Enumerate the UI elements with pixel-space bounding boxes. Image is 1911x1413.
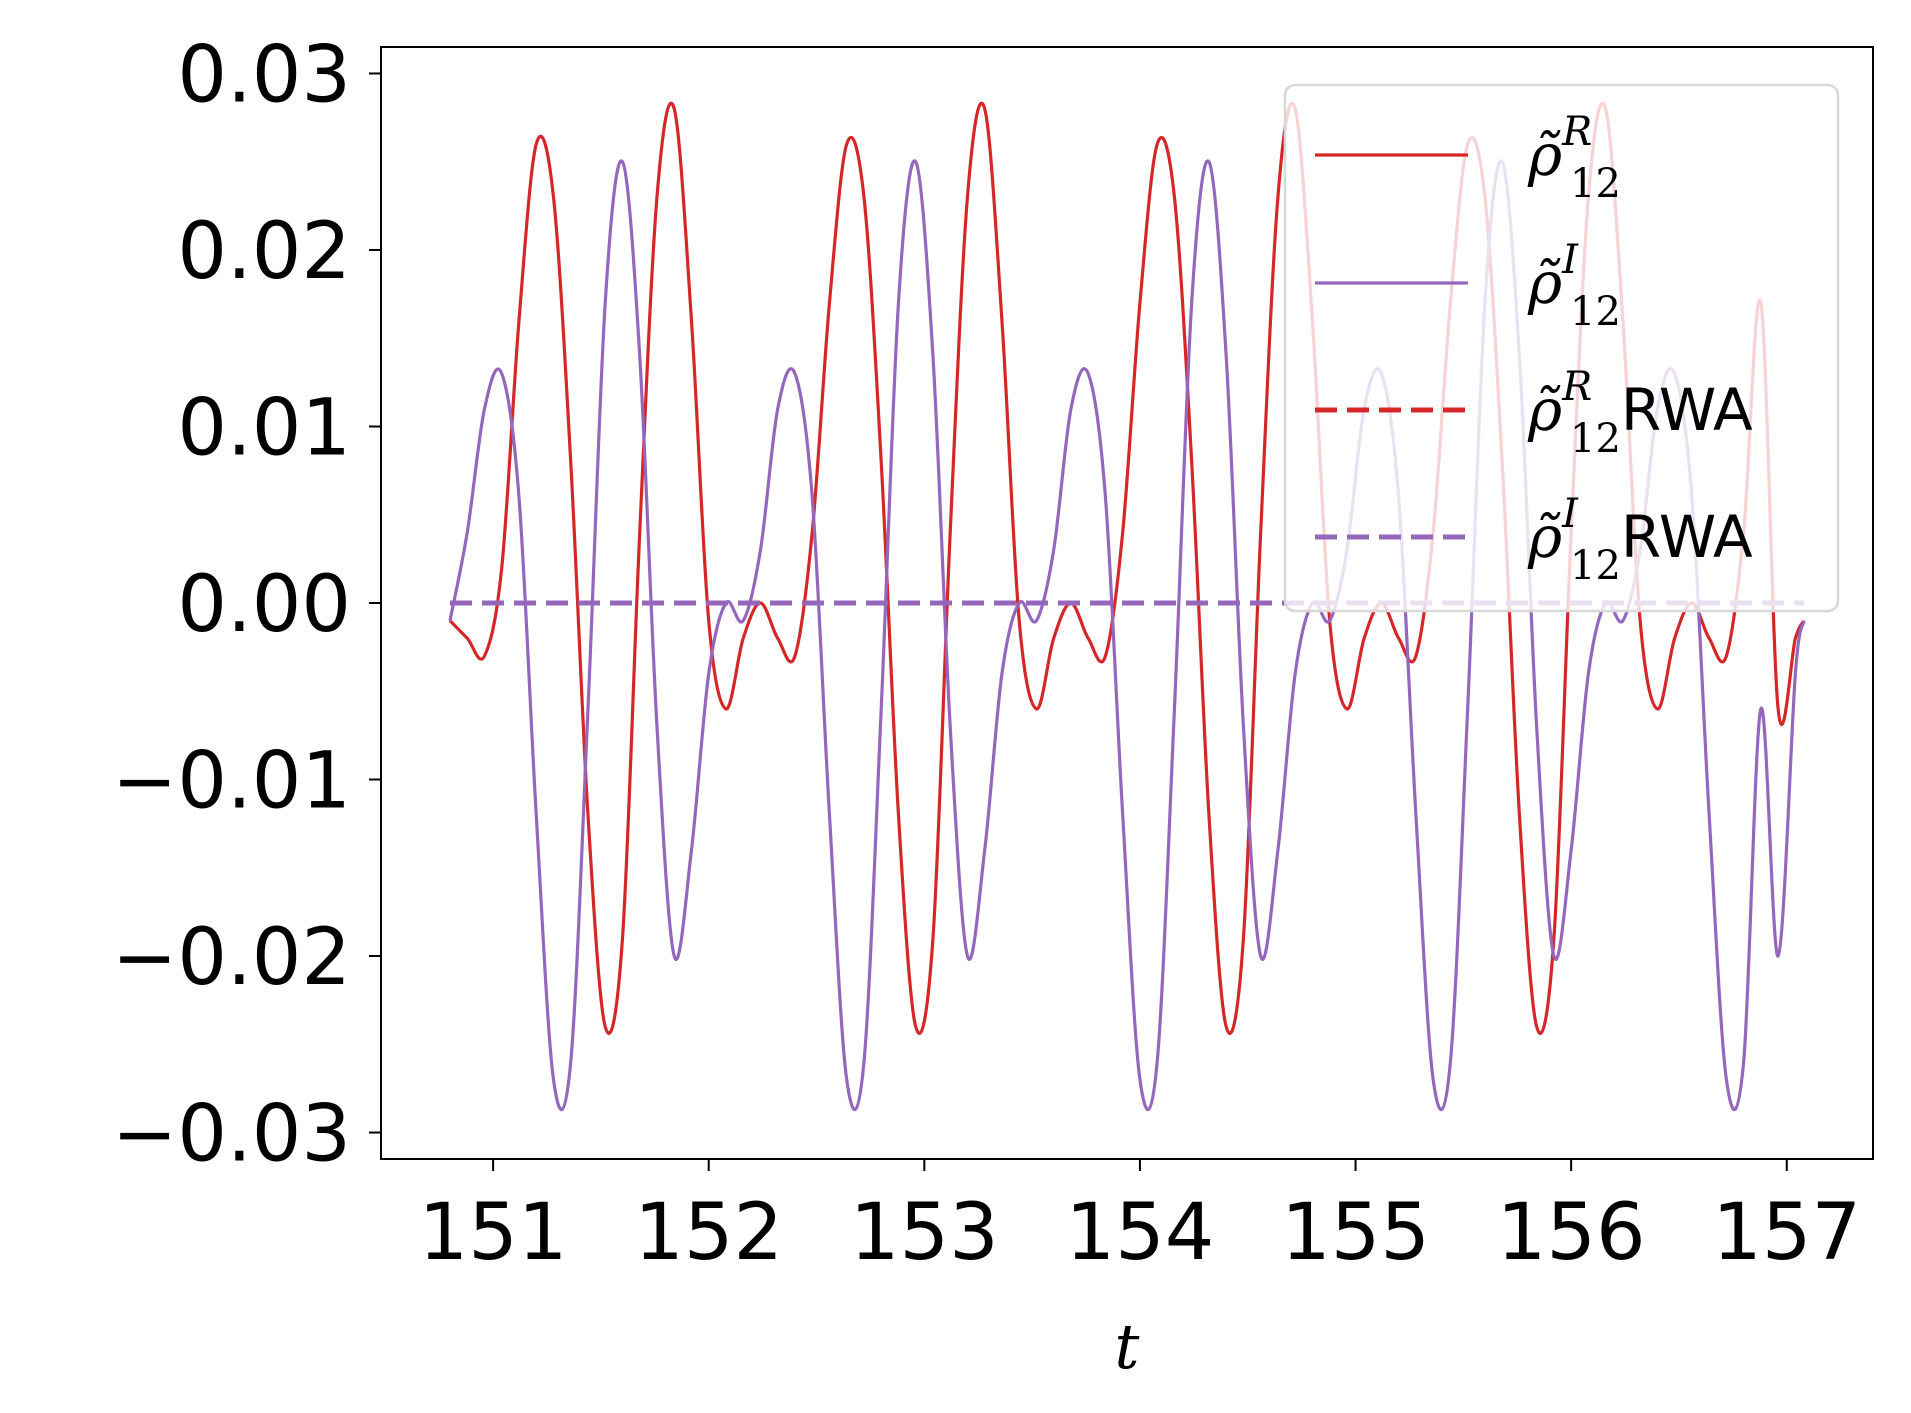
y-tick-label: 0.01: [177, 383, 351, 473]
x-tick-label: 154: [1065, 1188, 1214, 1278]
x-tick-label: 155: [1281, 1188, 1430, 1278]
legend-box: [1283, 83, 1840, 613]
y-tick-label: −0.03: [112, 1090, 351, 1180]
y-tick-label: 0.02: [177, 207, 351, 297]
legend-entry: ρ̃I 12RWA: [1527, 491, 1753, 589]
legend-entry: ρ̃R 12: [1527, 109, 1621, 207]
series-line-2: [448, 159, 1806, 1112]
legend: ρ̃R 12 ρ̃I 12 ρ̃R 12RWA ρ̃I 12RWA: [1283, 83, 1840, 613]
y-tick-label: −0.02: [112, 913, 351, 1003]
y-tick-label: 0.03: [177, 30, 351, 120]
x-tick-label: 153: [850, 1188, 999, 1278]
y-tick-label: −0.01: [112, 737, 351, 827]
x-tick-label: 156: [1497, 1188, 1646, 1278]
x-axis-title: t: [1115, 1310, 1140, 1383]
y-axis: −0.03 −0.02 −0.01 0.00 0.01 0.02 0.03: [112, 30, 381, 1180]
legend-entry: ρ̃R 12RWA: [1527, 364, 1753, 462]
x-tick-label: 152: [634, 1188, 783, 1278]
x-tick-label: 151: [419, 1188, 568, 1278]
legend-entry: ρ̃I 12: [1527, 237, 1621, 335]
x-axis: 151 152 153 154 155 156 157: [419, 1159, 1861, 1278]
x-tick-label: 157: [1712, 1188, 1861, 1278]
y-tick-label: 0.00: [177, 560, 351, 650]
